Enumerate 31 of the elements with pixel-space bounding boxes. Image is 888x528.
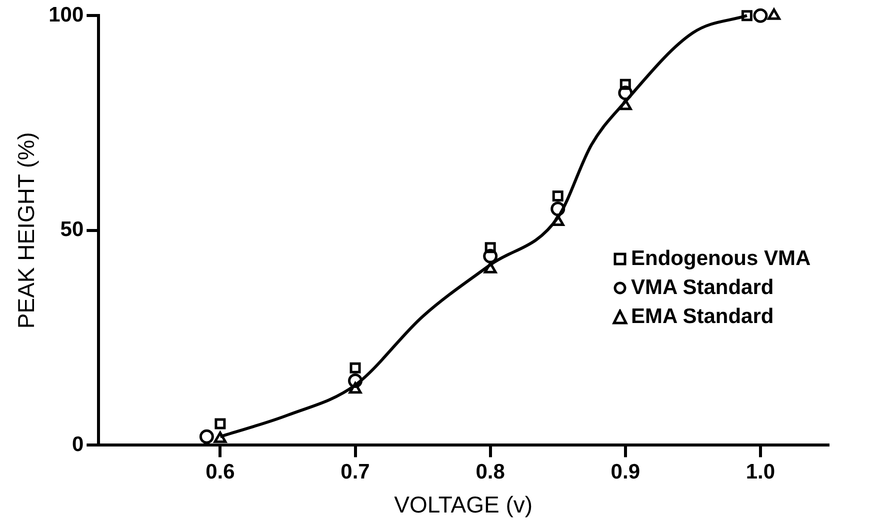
point [484,262,497,274]
y-axis-title: PEAK HEIGHT (%) [13,132,40,329]
point [550,202,566,216]
x-tick-label: 0.9 [610,460,640,484]
y-tick-label: 100 [48,3,84,26]
point [214,418,226,430]
legend-label: VMA Standard [631,275,774,301]
x-tick-label: 0.7 [340,460,370,484]
legend-label: EMA Standard [631,304,774,330]
point [552,190,564,202]
point [741,10,752,22]
point [348,382,362,394]
point [484,242,496,254]
point [618,86,633,100]
x-axis-title: VOLTAGE (v) [394,492,533,518]
point [483,248,498,264]
legend-label: Endogenous VMA [631,246,811,272]
point [214,432,227,444]
point [551,214,564,226]
x-tick-label: 1.0 [746,460,776,484]
point [768,8,780,20]
y-tick-label: 50 [60,218,84,242]
point [620,78,631,90]
point [199,429,214,444]
point [348,374,363,388]
x-tick-label: 0.6 [206,460,235,484]
y-tick-label: 0 [72,432,84,456]
x-tick-label: 0.8 [476,460,506,484]
point [618,98,632,110]
point [350,362,361,374]
point [753,8,768,23]
